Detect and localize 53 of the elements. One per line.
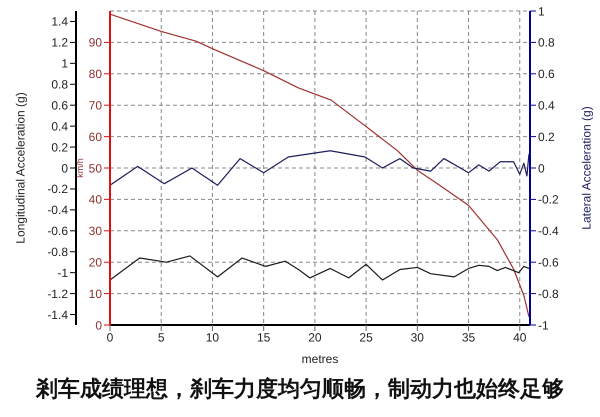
y2-tick-label: -0.2: [538, 192, 560, 207]
y2-tick-label: -0.8: [538, 286, 560, 301]
x-tick-label: 35: [462, 330, 476, 345]
y2-tick-label: 0.8: [538, 36, 556, 50]
y-tick-label: 20: [88, 255, 102, 270]
y3-axis-title: Longitudinal Acceleration (g): [13, 92, 28, 244]
y-tick-label: 10: [88, 286, 102, 301]
y3-tick-label: -0.8: [47, 244, 68, 259]
y-tick-label: 90: [88, 36, 102, 50]
x-tick-label: 15: [256, 330, 271, 345]
y3-tick-label: 0.4: [51, 119, 68, 134]
text: 剎车成绩理想，刹车力度均匀顺畅，制动力也始终足够: [34, 376, 565, 404]
y3-tick-label: 0.8: [51, 78, 68, 92]
y3-tick-label: -1.2: [47, 286, 68, 301]
line-series: [110, 150, 530, 186]
line-series: [110, 255, 530, 281]
x-tick-label: 0: [106, 330, 114, 345]
x-tick-label: 30: [410, 330, 424, 345]
y-tick-label: 60: [88, 130, 102, 144]
y3-tick-label: 0: [61, 161, 68, 176]
y-axis-title: km/h: [75, 158, 86, 178]
y2-tick-label: 1: [538, 4, 545, 18]
y-tick-label: 50: [88, 161, 102, 176]
y3-tick-label: 0.6: [51, 98, 68, 112]
y-tick-label: 0: [95, 318, 102, 332]
y-tick-label: 70: [88, 98, 102, 112]
y2-tick-label: 0.2: [538, 130, 556, 144]
y2-axis-title: Lateral Acceleration (g): [579, 106, 594, 230]
y2-tick-label: -1: [538, 318, 549, 332]
x-axis-title: metres: [302, 352, 338, 366]
y3-tick-label: -1.4: [47, 308, 68, 322]
y2-tick-label: -0.6: [538, 255, 560, 270]
y3-tick-label: 0.2: [51, 140, 68, 154]
y3-tick-label: -0.2: [47, 182, 68, 196]
x-tick-label: 10: [206, 330, 220, 345]
y3-tick-label: 1.2: [51, 36, 68, 50]
y2-tick-label: 0.4: [538, 98, 556, 112]
x-tick-label: 5: [158, 330, 165, 345]
y3-tick-label: -0.6: [47, 224, 68, 238]
x-tick-label: 20: [308, 330, 322, 345]
x-tick-label: 25: [359, 330, 374, 345]
line-series: [110, 14, 530, 318]
y3-tick-label: 1: [61, 56, 68, 71]
y-tick-label: 30: [88, 224, 102, 238]
y-tick-label: 40: [88, 192, 102, 207]
x-tick-label: 40: [513, 330, 527, 345]
y2-tick-label: 0.6: [538, 67, 556, 82]
y2-tick-label: 0: [538, 161, 545, 176]
y2-tick-label: -0.4: [538, 224, 560, 238]
y3-tick-label: 1.4: [51, 14, 68, 29]
y3-tick-label: -1: [57, 266, 68, 280]
y-tick-label: 80: [88, 67, 102, 82]
y3-tick-label: -0.4: [47, 203, 68, 218]
